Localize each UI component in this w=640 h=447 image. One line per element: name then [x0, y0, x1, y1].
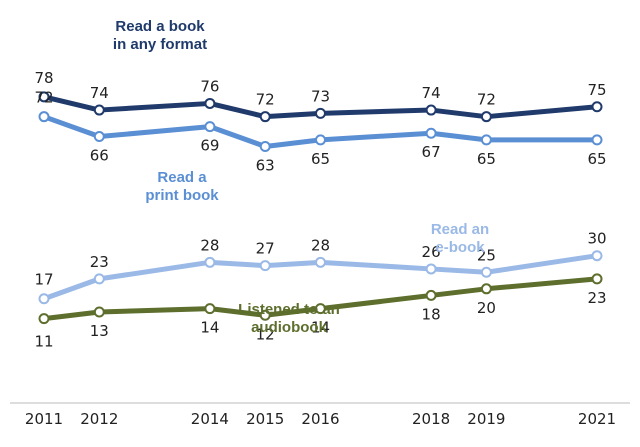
- value-label-audio-2011: 11: [34, 333, 53, 351]
- series-ebook: [38, 250, 603, 305]
- series-print: [38, 111, 603, 152]
- point-print-2012: [93, 131, 105, 143]
- series-line-audio: [43, 276, 598, 322]
- point-print-2014: [204, 121, 216, 133]
- point-any-2018: [425, 104, 437, 116]
- x-tick-2012: 2012: [80, 410, 118, 428]
- value-label-any-2012: 74: [90, 84, 109, 102]
- point-ebook-2021: [591, 250, 603, 262]
- value-label-print-2011: 72: [34, 89, 53, 107]
- x-tick-2019: 2019: [467, 410, 505, 428]
- value-label-any-2015: 72: [256, 91, 275, 109]
- series-line-print: [43, 114, 597, 149]
- x-tick-2021: 2021: [578, 410, 616, 428]
- value-label-audio-2019: 20: [477, 299, 496, 317]
- value-label-ebook-2021: 30: [587, 230, 606, 248]
- point-audio-2021: [591, 273, 603, 285]
- point-audio-2012: [93, 306, 105, 318]
- point-any-2016: [315, 107, 326, 119]
- point-ebook-2019: [480, 266, 492, 278]
- point-any-2019: [480, 111, 492, 123]
- series-any: [38, 91, 603, 123]
- x-tick-2015: 2015: [246, 410, 284, 428]
- value-label-ebook-2016: 28: [311, 236, 330, 254]
- value-label-any-2011: 78: [34, 69, 53, 87]
- point-audio-2019: [480, 283, 492, 295]
- value-label-audio-2016: 14: [311, 319, 330, 337]
- series-line-any: [43, 94, 598, 120]
- value-label-audio-2012: 13: [90, 322, 109, 340]
- series-name-ebook: Read an e-book: [431, 221, 489, 256]
- value-label-print-2014: 69: [200, 137, 219, 155]
- point-ebook-2015: [259, 260, 271, 272]
- point-any-2015: [259, 111, 271, 123]
- value-label-print-2019: 65: [477, 150, 496, 168]
- x-tick-2018: 2018: [412, 410, 450, 428]
- series-audio: [38, 273, 603, 325]
- series-names: Read a book in any format Read a print book…: [113, 18, 489, 336]
- x-tick-2011: 2011: [25, 410, 63, 428]
- point-print-2011: [38, 111, 50, 123]
- value-label-print-2021: 65: [587, 150, 606, 168]
- x-tick-2016: 2016: [301, 410, 339, 428]
- point-print-2015: [259, 140, 271, 152]
- value-label-any-2021: 75: [587, 81, 606, 99]
- series-name-audio: Listened to an audiobook: [238, 301, 340, 336]
- x-tick-labels: 2011 2012 2014 2015 2016 2018 2019 2021: [25, 410, 616, 428]
- value-label-print-2018: 67: [422, 143, 441, 161]
- value-label-print-2015: 63: [256, 156, 275, 174]
- point-audio-2018: [425, 289, 437, 301]
- value-label-ebook-2011: 17: [34, 271, 53, 289]
- point-audio-2015: [259, 309, 271, 321]
- point-audio-2016: [315, 303, 326, 315]
- point-print-2018: [425, 127, 437, 139]
- x-tick-2014: 2014: [191, 410, 229, 428]
- point-print-2016: [315, 134, 326, 146]
- point-print-2021: [591, 134, 603, 146]
- value-label-ebook-2014: 28: [200, 236, 219, 254]
- point-print-2019: [480, 134, 492, 146]
- point-ebook-2018: [425, 263, 437, 275]
- value-label-audio-2018: 18: [422, 305, 441, 323]
- value-labels: 78 74 76 72 73 74 72 75 72 66 69 63 65 67 65 65 17 23 28 27…: [34, 69, 606, 351]
- value-label-ebook-2018: 26: [422, 243, 441, 261]
- point-ebook-2014: [204, 256, 216, 268]
- value-label-ebook-2015: 27: [256, 240, 275, 258]
- value-label-any-2014: 76: [200, 77, 219, 95]
- point-any-2011: [38, 91, 50, 103]
- point-any-2014: [204, 97, 216, 109]
- value-label-audio-2015: 12: [256, 325, 275, 343]
- value-label-ebook-2019: 25: [477, 246, 496, 264]
- point-ebook-2016: [315, 256, 326, 268]
- point-any-2021: [591, 101, 603, 113]
- point-any-2012: [93, 104, 105, 116]
- value-label-any-2016: 73: [311, 87, 330, 105]
- point-audio-2014: [204, 303, 216, 315]
- value-label-print-2012: 66: [90, 147, 109, 165]
- value-label-audio-2021: 23: [587, 289, 606, 307]
- value-label-ebook-2012: 23: [90, 253, 109, 271]
- point-ebook-2012: [93, 273, 105, 285]
- series-name-any: Read a book in any format: [113, 18, 207, 53]
- point-audio-2011: [38, 313, 50, 325]
- value-label-print-2016: 65: [311, 150, 330, 168]
- point-ebook-2011: [38, 293, 50, 305]
- value-label-any-2018: 74: [422, 84, 441, 102]
- series-name-print: Read a print book: [145, 169, 219, 204]
- series-layer: [38, 91, 603, 325]
- value-label-audio-2014: 14: [200, 319, 219, 337]
- value-label-any-2019: 72: [477, 91, 496, 109]
- series-line-ebook: [43, 253, 598, 302]
